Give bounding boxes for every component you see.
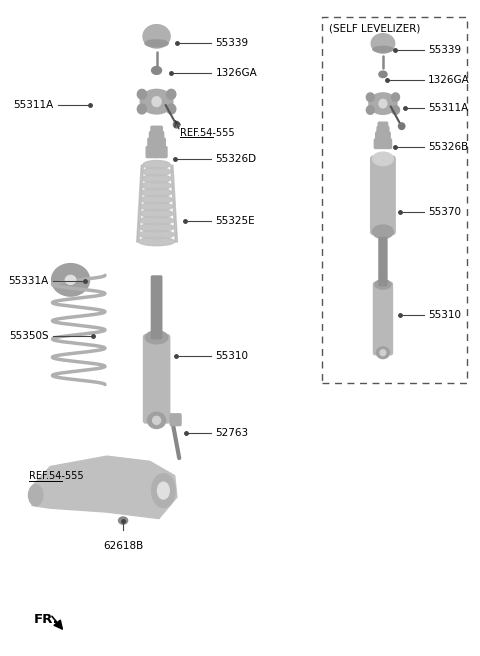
Text: 52763: 52763 <box>216 428 249 438</box>
Ellipse shape <box>143 25 170 48</box>
Text: 55339: 55339 <box>428 45 461 54</box>
FancyBboxPatch shape <box>149 132 164 141</box>
Ellipse shape <box>143 161 170 169</box>
FancyBboxPatch shape <box>379 237 387 286</box>
Ellipse shape <box>152 66 162 74</box>
Ellipse shape <box>51 264 90 296</box>
Text: 1326GA: 1326GA <box>216 68 257 78</box>
Ellipse shape <box>379 99 387 108</box>
Ellipse shape <box>142 174 171 183</box>
Ellipse shape <box>369 93 397 114</box>
Ellipse shape <box>167 104 176 114</box>
Text: 55331A: 55331A <box>9 276 49 286</box>
FancyBboxPatch shape <box>148 138 165 149</box>
Ellipse shape <box>366 93 374 102</box>
Ellipse shape <box>137 104 146 114</box>
Text: REF.54-555: REF.54-555 <box>180 128 235 138</box>
Ellipse shape <box>398 123 405 129</box>
Ellipse shape <box>392 93 399 102</box>
Ellipse shape <box>139 230 174 239</box>
Polygon shape <box>32 456 177 519</box>
Ellipse shape <box>167 89 176 99</box>
Ellipse shape <box>366 106 374 114</box>
Ellipse shape <box>140 89 173 114</box>
Text: 55350S: 55350S <box>9 331 49 342</box>
FancyBboxPatch shape <box>151 126 162 134</box>
Ellipse shape <box>141 202 173 211</box>
FancyBboxPatch shape <box>376 132 390 142</box>
Ellipse shape <box>392 106 399 114</box>
FancyBboxPatch shape <box>377 127 389 134</box>
Ellipse shape <box>371 33 395 53</box>
Text: 55339: 55339 <box>216 38 249 48</box>
Ellipse shape <box>173 121 180 128</box>
FancyBboxPatch shape <box>144 335 170 423</box>
FancyBboxPatch shape <box>374 139 392 148</box>
Ellipse shape <box>145 40 168 47</box>
Ellipse shape <box>153 417 160 424</box>
Text: 55370: 55370 <box>428 207 461 217</box>
Ellipse shape <box>139 223 174 232</box>
Ellipse shape <box>152 474 175 508</box>
Text: 55311A: 55311A <box>428 103 468 113</box>
Text: 55326B: 55326B <box>428 142 468 152</box>
Ellipse shape <box>143 167 170 176</box>
Ellipse shape <box>157 482 169 499</box>
FancyBboxPatch shape <box>146 146 167 157</box>
Ellipse shape <box>119 517 128 524</box>
Ellipse shape <box>372 225 393 239</box>
Ellipse shape <box>152 96 161 106</box>
Ellipse shape <box>65 276 76 284</box>
Ellipse shape <box>380 350 386 356</box>
Text: 55325E: 55325E <box>216 216 255 226</box>
FancyBboxPatch shape <box>151 276 162 338</box>
Ellipse shape <box>142 182 171 190</box>
FancyBboxPatch shape <box>371 156 395 234</box>
Ellipse shape <box>28 485 43 506</box>
Ellipse shape <box>138 237 175 246</box>
Ellipse shape <box>140 216 173 225</box>
Ellipse shape <box>137 89 146 99</box>
Ellipse shape <box>373 47 393 52</box>
Ellipse shape <box>141 195 172 204</box>
Ellipse shape <box>376 347 389 359</box>
Text: 55326D: 55326D <box>216 154 257 164</box>
Ellipse shape <box>379 71 387 77</box>
FancyBboxPatch shape <box>170 414 181 426</box>
FancyBboxPatch shape <box>373 283 393 355</box>
Text: FR.: FR. <box>34 613 58 626</box>
Ellipse shape <box>140 209 173 218</box>
Text: 62618B: 62618B <box>103 541 143 551</box>
Text: 55310: 55310 <box>216 351 249 361</box>
Text: 55310: 55310 <box>428 310 461 320</box>
Ellipse shape <box>372 152 393 165</box>
Text: REF.54-555: REF.54-555 <box>29 471 84 482</box>
Ellipse shape <box>141 188 172 197</box>
Text: 55311A: 55311A <box>13 100 54 110</box>
FancyBboxPatch shape <box>378 122 388 129</box>
Ellipse shape <box>147 412 166 428</box>
Text: (SELF LEVELIZER): (SELF LEVELIZER) <box>329 24 420 33</box>
Ellipse shape <box>145 331 168 344</box>
Text: 1326GA: 1326GA <box>428 75 470 85</box>
Ellipse shape <box>375 279 391 289</box>
